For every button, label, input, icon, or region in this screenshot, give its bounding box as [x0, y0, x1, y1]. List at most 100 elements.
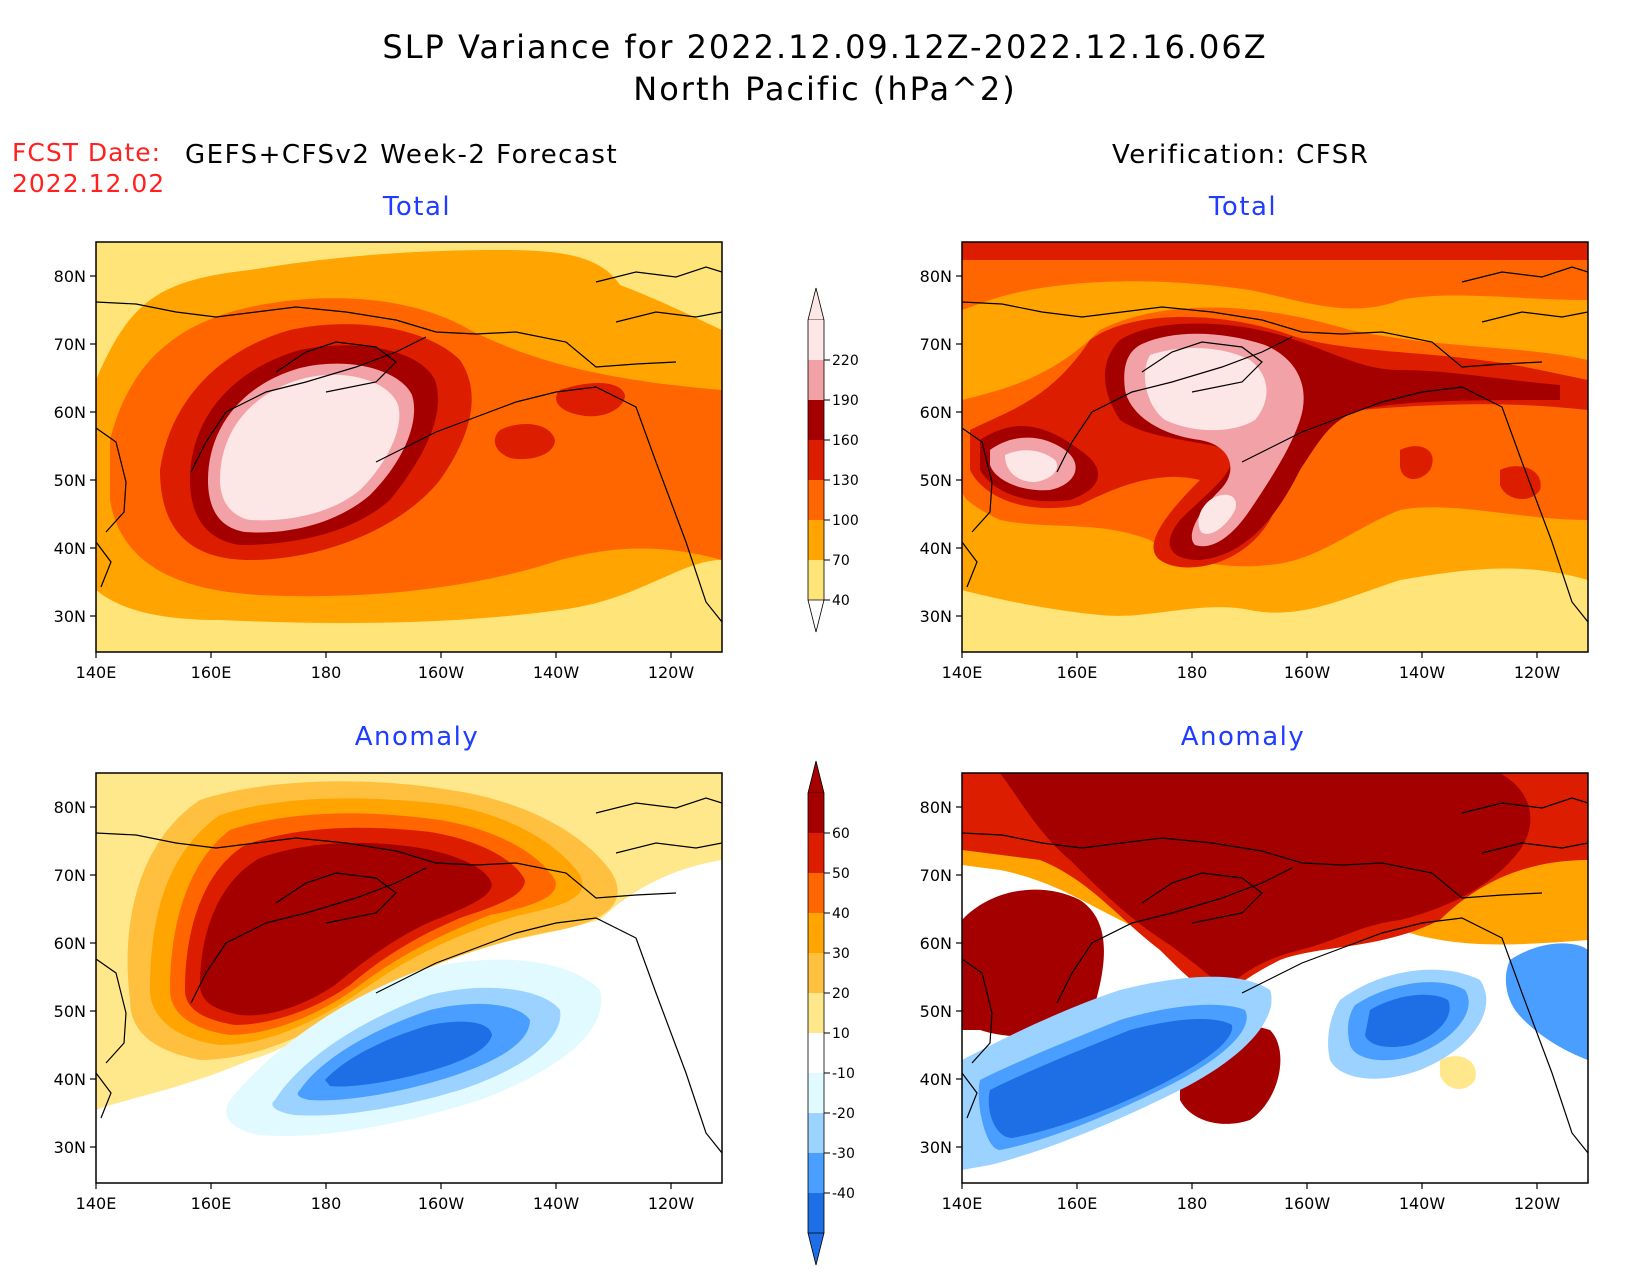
lat-tick-label: 50N: [920, 1002, 952, 1021]
lon-tick-label: 120W: [1514, 663, 1561, 682]
lat-tick-label: 30N: [920, 1138, 952, 1157]
anomaly-colorbar-segment: [808, 913, 824, 953]
lon-tick-label: 120W: [1514, 1194, 1561, 1213]
total-colorbar-label: 190: [832, 393, 859, 409]
anomaly-colorbar-segment: [808, 873, 824, 913]
lon-tick-label: 160W: [418, 1194, 465, 1213]
total-colorbar-label: 70: [832, 553, 850, 569]
forecast-date-label: FCST Date:: [12, 138, 162, 167]
lon-tick-label: 120W: [648, 663, 695, 682]
figure-title-line2: North Pacific (hPa^2): [633, 70, 1017, 108]
anomaly-colorbar-segment: [808, 1073, 824, 1113]
forecast-total-map: [96, 242, 722, 652]
lon-tick-label: 120W: [648, 1194, 695, 1213]
lon-tick-label: 140W: [533, 1194, 580, 1213]
lat-tick-label: 50N: [920, 471, 952, 490]
anomaly-colorbar-label: 40: [832, 906, 850, 922]
lat-tick-label: 40N: [54, 539, 86, 558]
total-colorbar-segment: [808, 320, 824, 360]
anomaly-colorbar-label: 60: [832, 826, 850, 842]
forecast-date-block: FCST Date: 2022.12.02: [12, 137, 165, 199]
anomaly-colorbar-segment: [808, 1193, 824, 1233]
forecast-date-value: 2022.12.02: [12, 169, 166, 198]
total-colorbar-top-triangle: [807, 287, 825, 321]
lon-tick-label: 160E: [1057, 663, 1098, 682]
lon-tick-label: 140W: [1399, 1194, 1446, 1213]
anomaly-colorbar-segment: [808, 993, 824, 1033]
lon-tick-label: 160W: [1284, 663, 1331, 682]
lat-tick-label: 40N: [920, 539, 952, 558]
lon-tick-label: 160W: [418, 663, 465, 682]
lat-tick-label: 70N: [54, 335, 86, 354]
anomaly-colorbar-label: 50: [832, 866, 850, 882]
forecast-column-title: GEFS+CFSv2 Week-2 Forecast: [185, 140, 619, 170]
anomaly-colorbar-label: -10: [832, 1066, 855, 1082]
forecast-anomaly-title: Anomaly: [354, 722, 480, 752]
lon-tick-label: 180: [311, 1194, 342, 1213]
lat-tick-label: 70N: [54, 866, 86, 885]
lat-tick-label: 30N: [920, 607, 952, 626]
anomaly-colorbar-label: 30: [832, 946, 850, 962]
total-colorbar-bottom-triangle: [807, 599, 825, 633]
lon-tick-label: 160W: [1284, 1194, 1331, 1213]
total-colorbar-label: 100: [832, 513, 859, 529]
total-colorbar-label: 130: [832, 473, 859, 489]
anomaly-colorbar-label: 20: [832, 986, 850, 1002]
lat-tick-label: 60N: [54, 403, 86, 422]
lat-tick-label: 30N: [54, 1138, 86, 1157]
anomaly-colorbar-label: -30: [832, 1146, 855, 1162]
lon-tick-label: 140E: [76, 1194, 117, 1213]
lat-tick-label: 40N: [54, 1070, 86, 1089]
total-colorbar-segment: [808, 480, 824, 520]
lat-tick-label: 40N: [920, 1070, 952, 1089]
verification-total-title: Total: [1208, 192, 1278, 222]
total-colorbar-segment: [808, 440, 824, 480]
verification-anomaly-map: [962, 773, 1588, 1183]
lon-tick-label: 160E: [191, 1194, 232, 1213]
lat-tick-label: 70N: [920, 335, 952, 354]
verification-column-title: Verification: CFSR: [1112, 140, 1370, 170]
lat-tick-label: 60N: [920, 403, 952, 422]
verification-anomaly-title: Anomaly: [1180, 722, 1306, 752]
lat-tick-label: 60N: [54, 934, 86, 953]
lat-tick-label: 60N: [920, 934, 952, 953]
total-colorbar-segment: [808, 520, 824, 560]
colorbars: 220 190 160 130 100 70 40 60 50 40 30 20 10 -10 -20 -30…: [807, 287, 859, 1266]
lon-tick-label: 140W: [1399, 663, 1446, 682]
forecast-anomaly-map: [96, 773, 722, 1183]
verification-total-map: [962, 242, 1588, 652]
anomaly-colorbar-label: -20: [832, 1106, 855, 1122]
total-colorbar-label: 220: [832, 353, 859, 369]
anomaly-colorbar-segment: [808, 1153, 824, 1193]
total-colorbar-segment: [808, 560, 824, 600]
axis-labels: 80N 70N 60N 50N 40N 30N 140E 160E 180 160W 140W 120…: [54, 267, 1561, 1213]
anomaly-colorbar-segment: [808, 1033, 824, 1073]
lon-tick-label: 140W: [533, 663, 580, 682]
lon-tick-label: 180: [311, 663, 342, 682]
anomaly-colorbar-segment: [808, 1113, 824, 1153]
anomaly-colorbar-top-triangle: [807, 760, 825, 794]
lon-tick-label: 160E: [1057, 1194, 1098, 1213]
lat-tick-label: 30N: [54, 607, 86, 626]
lon-tick-label: 160E: [191, 663, 232, 682]
lat-tick-label: 70N: [920, 866, 952, 885]
anomaly-colorbar-segment: [808, 833, 824, 873]
lat-tick-label: 80N: [54, 267, 86, 286]
lat-tick-label: 80N: [920, 267, 952, 286]
total-colorbar-label: 40: [832, 593, 850, 609]
anomaly-colorbar-bottom-triangle: [807, 1232, 825, 1266]
anomaly-colorbar-label: 10: [832, 1026, 850, 1042]
figure-title-line1: SLP Variance for 2022.12.09.12Z-2022.12.…: [382, 28, 1268, 66]
lon-tick-label: 180: [1177, 663, 1208, 682]
lon-tick-label: 140E: [76, 663, 117, 682]
forecast-total-title: Total: [382, 192, 452, 222]
total-colorbar-segment: [808, 400, 824, 440]
lon-tick-label: 180: [1177, 1194, 1208, 1213]
lat-tick-label: 80N: [920, 798, 952, 817]
total-colorbar-label: 160: [832, 433, 859, 449]
total-colorbar-segment: [808, 360, 824, 400]
lat-tick-label: 50N: [54, 1002, 86, 1021]
anomaly-colorbar-segment: [808, 793, 824, 833]
lon-tick-label: 140E: [942, 663, 983, 682]
